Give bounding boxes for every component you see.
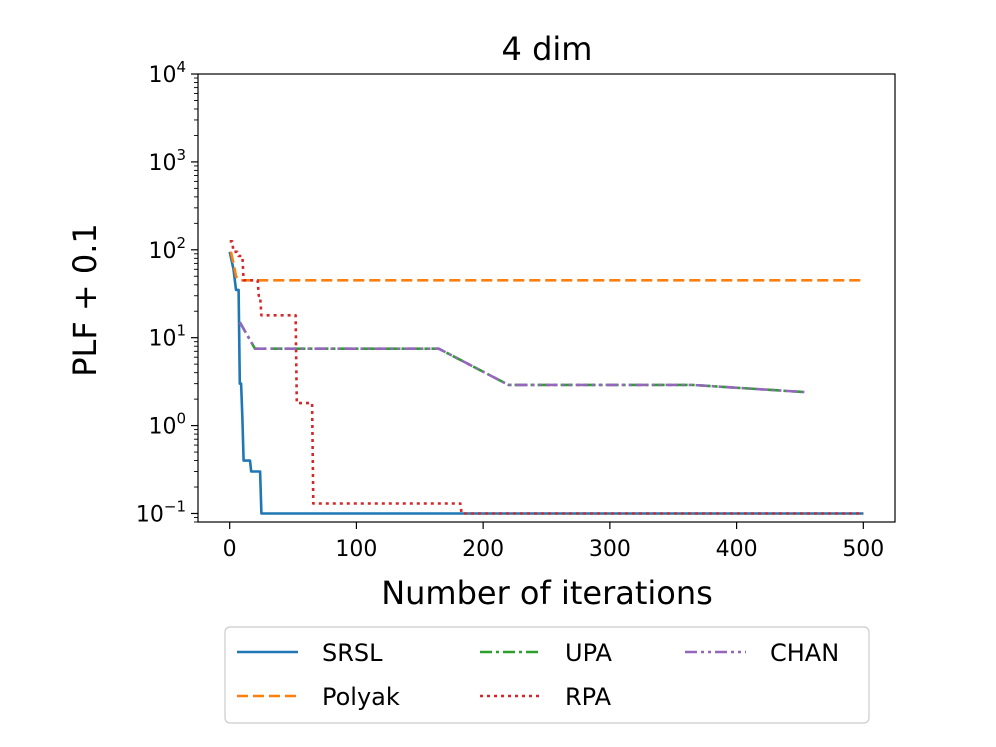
x-axis-label: Number of iterations (381, 574, 713, 612)
y-tick-label: 101 (148, 322, 186, 352)
x-tick-label: 500 (842, 537, 884, 562)
series-line-polyak (229, 251, 864, 282)
x-tick-label: 100 (335, 537, 377, 562)
x-axis-ticks: 0 100 200 300 400 500 (223, 522, 884, 562)
legend-label-upa: UPA (565, 639, 613, 667)
y-axis-label: PLF + 0.1 (66, 223, 104, 377)
legend-label-srsl: SRSL (322, 639, 383, 667)
axes-frame (197, 73, 896, 523)
legend-label-rpa: RPA (565, 683, 612, 711)
x-tick-label: 200 (462, 537, 504, 562)
y-tick-label: 102 (148, 234, 186, 264)
chart-title: 4 dim (502, 30, 593, 68)
y-tick-label: 103 (148, 146, 186, 176)
series-line-srsl (228, 251, 864, 515)
series-line-rpa (229, 240, 864, 515)
x-tick-label: 400 (716, 537, 758, 562)
legend: SRSL Polyak UPA RPA CHAN (224, 626, 870, 724)
y-tick-label: 104 (148, 58, 186, 88)
legend-label-chan: CHAN (770, 639, 839, 667)
legend-label-polyak: Polyak (322, 683, 400, 711)
x-tick-label: 300 (589, 537, 631, 562)
y-axis-ticks: 10−1 100 101 102 103 104 (136, 58, 198, 527)
x-tick-label: 0 (223, 537, 237, 562)
series-line-chan (238, 321, 807, 394)
series-layer (228, 240, 864, 515)
y-tick-label: 100 (148, 410, 186, 440)
series-line-upa (238, 321, 807, 394)
plot-area: 0 100 200 300 400 500 10−1 100 101 102 103 104 (136, 58, 896, 562)
y-tick-label: 10−1 (136, 497, 186, 527)
